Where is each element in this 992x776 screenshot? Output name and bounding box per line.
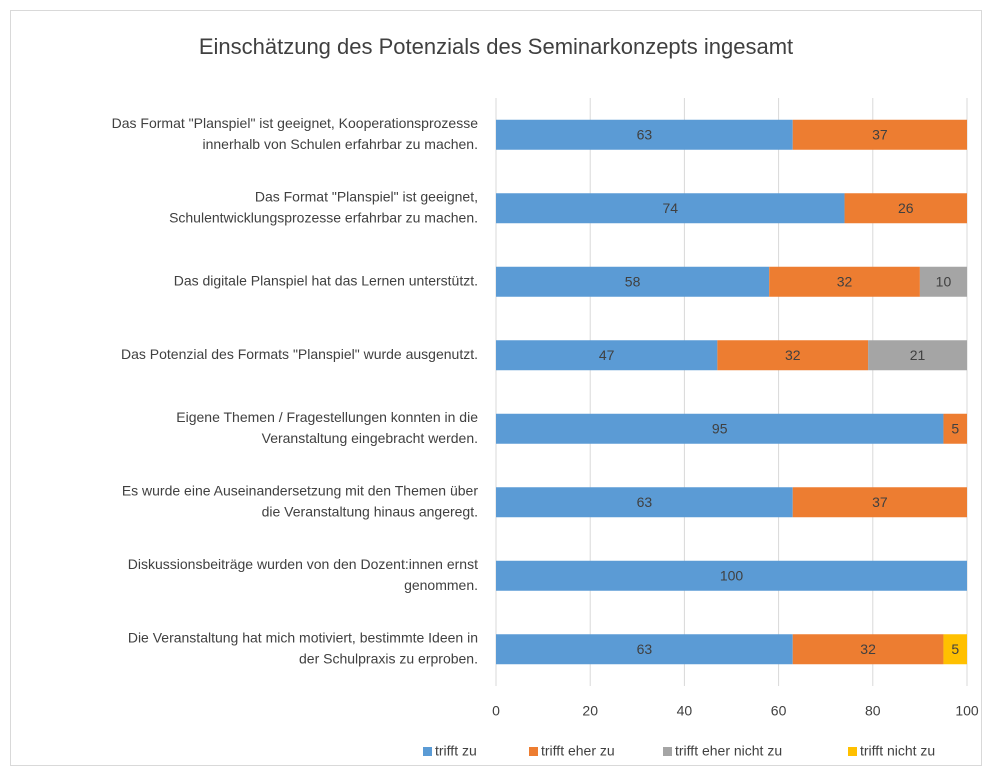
bar-segment	[919, 266, 967, 297]
y-tick-label: Das digitale Planspiel hat das Lernen un…	[174, 272, 478, 288]
bar-segment	[868, 340, 967, 371]
x-tick-label: 40	[677, 703, 693, 719]
data-label: 100	[720, 567, 744, 583]
bar-segment	[844, 193, 967, 224]
data-label: 5	[951, 420, 959, 436]
y-tick-label: Das Format "Planspiel" ist geeignet,	[255, 188, 478, 204]
legend-label: trifft zu	[435, 743, 477, 759]
data-label: 10	[936, 273, 952, 289]
legend-label: trifft eher nicht zu	[675, 743, 782, 759]
bar-segment	[496, 413, 944, 444]
legend-label: trifft eher zu	[541, 743, 615, 759]
y-tick-label: Schulentwicklungsprozesse erfahrbar zu m…	[169, 209, 478, 225]
x-tick-label: 20	[582, 703, 598, 719]
data-label: 47	[599, 347, 615, 363]
bar-segment	[496, 340, 718, 371]
data-label: 95	[712, 420, 728, 436]
bar-segment	[496, 487, 793, 518]
data-label: 5	[951, 641, 959, 657]
data-label: 37	[872, 494, 888, 510]
chart-title: Einschätzung des Potenzials des Seminark…	[199, 34, 793, 59]
bar-segment	[496, 634, 793, 665]
y-tick-label: Diskussionsbeiträge wurden von den Dozen…	[128, 556, 478, 572]
data-label: 32	[785, 347, 801, 363]
data-label: 63	[637, 641, 653, 657]
data-label: 32	[837, 273, 853, 289]
legend-swatch	[663, 747, 672, 756]
legend-swatch	[848, 747, 857, 756]
y-tick-label: genommen.	[404, 577, 478, 593]
bar-segment	[496, 560, 967, 591]
data-label: 63	[637, 494, 653, 510]
y-tick-label: innerhalb von Schulen erfahrbar zu mache…	[202, 136, 478, 152]
data-label: 74	[662, 200, 678, 216]
x-tick-label: 60	[771, 703, 787, 719]
bar-segment	[496, 119, 793, 150]
y-tick-label: Es wurde eine Auseinandersetzung mit den…	[122, 482, 479, 498]
data-label: 32	[860, 641, 876, 657]
data-label: 58	[625, 273, 641, 289]
bar-segment	[496, 193, 845, 224]
x-tick-label: 0	[492, 703, 500, 719]
y-tick-label: die Veranstaltung hinaus angeregt.	[262, 503, 478, 519]
data-label: 37	[872, 126, 888, 142]
legend-swatch	[529, 747, 538, 756]
x-tick-label: 100	[955, 703, 979, 719]
data-label: 26	[898, 200, 914, 216]
legend-label: trifft nicht zu	[860, 743, 935, 759]
bar-segment	[943, 413, 967, 444]
bar-segment	[792, 487, 967, 518]
y-tick-label: der Schulpraxis zu erproben.	[299, 650, 478, 666]
legend-swatch	[423, 747, 432, 756]
bar-segment	[792, 634, 944, 665]
x-tick-label: 80	[865, 703, 881, 719]
bar-segment	[769, 266, 920, 297]
y-tick-label: Die Veranstaltung hat mich motiviert, be…	[128, 629, 478, 645]
bar-segment	[496, 266, 770, 297]
y-tick-label: Eigene Themen / Fragestellungen konnten …	[176, 409, 478, 425]
bar-segment	[717, 340, 869, 371]
data-label: 21	[910, 347, 926, 363]
bar-segment	[792, 119, 967, 150]
bar-segment	[943, 634, 967, 665]
y-tick-label: Das Format "Planspiel" ist geeignet, Koo…	[112, 115, 479, 131]
y-tick-label: Das Potenzial des Formats "Planspiel" wu…	[121, 346, 478, 362]
data-label: 63	[637, 126, 653, 142]
y-tick-label: Veranstaltung eingebracht werden.	[262, 430, 478, 446]
